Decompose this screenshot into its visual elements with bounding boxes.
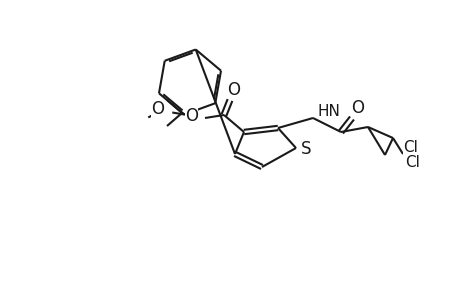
Text: O: O: [185, 107, 197, 125]
Text: O: O: [227, 81, 240, 99]
Text: O: O: [351, 99, 364, 117]
Text: Cl: Cl: [402, 140, 417, 154]
Text: HN: HN: [317, 103, 340, 118]
Text: S: S: [300, 140, 311, 158]
Text: O: O: [151, 100, 164, 118]
Text: Cl: Cl: [404, 154, 419, 169]
